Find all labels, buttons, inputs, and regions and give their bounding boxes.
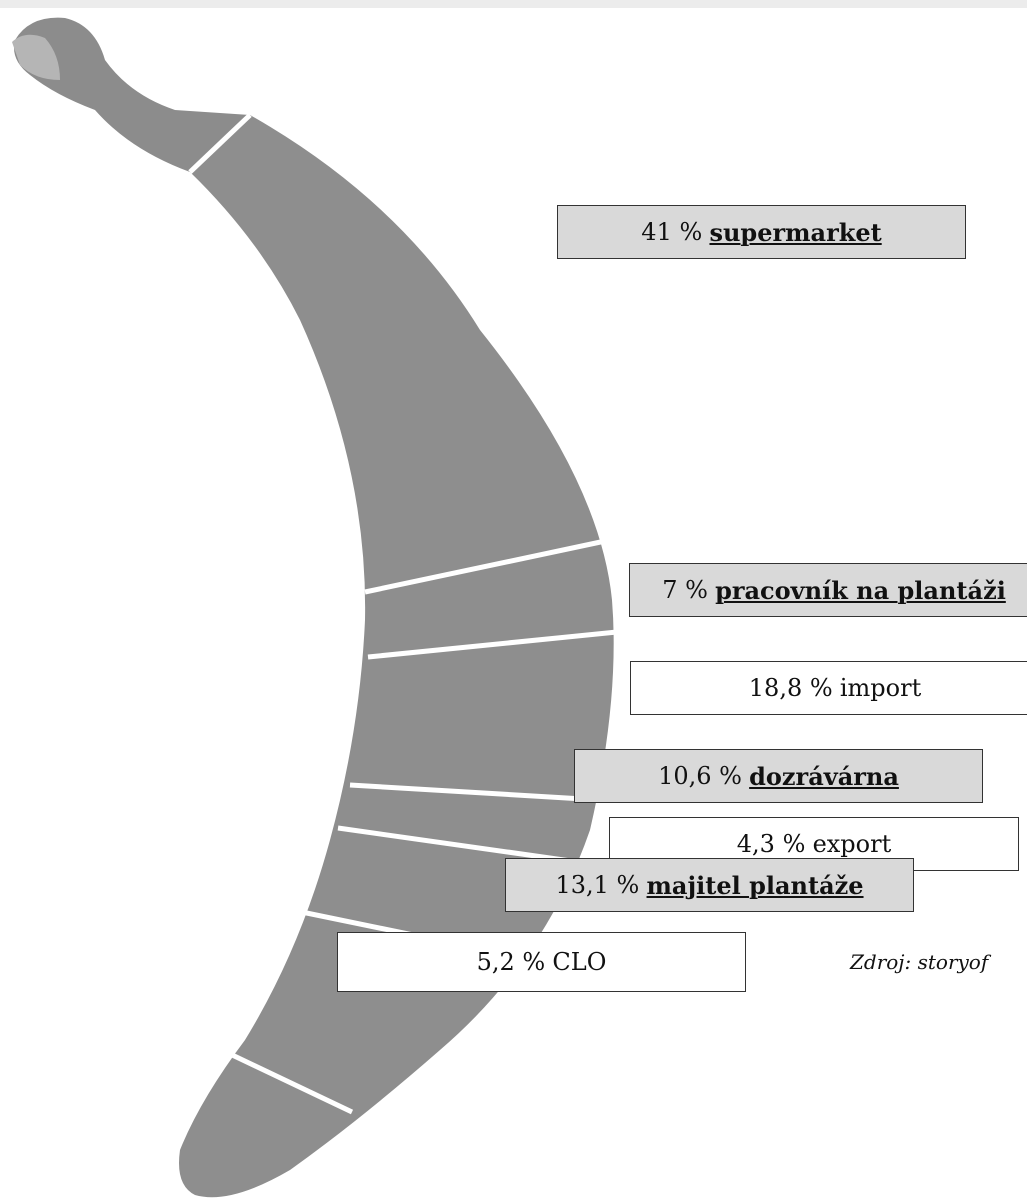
segment-label: 5,2 % CLO <box>337 932 746 992</box>
divider <box>367 629 618 660</box>
segment-label: 10,6 % dozrávárna <box>574 749 983 803</box>
segment-dividers <box>188 113 618 1115</box>
source-note: Zdroj: storyof <box>850 950 989 974</box>
top-bar <box>0 0 1027 8</box>
segment-label: 41 % supermarket <box>557 205 966 259</box>
segment-label: 7 % pracovník na plantáži <box>629 563 1027 617</box>
divider <box>349 782 601 803</box>
segment-link[interactable]: dozrávárna <box>749 761 899 791</box>
segment-share: 41 % <box>641 218 703 246</box>
segment-share: 5,2 % <box>476 948 546 976</box>
segment-label: 13,1 % majitel plantáže <box>505 858 914 912</box>
segment-share: 10,6 % <box>658 762 742 790</box>
segment-name: export <box>812 830 892 858</box>
segment-name: CLO <box>552 948 607 976</box>
segment-share: 7 % <box>662 576 708 604</box>
segment-link[interactable]: supermarket <box>709 217 882 247</box>
divider <box>337 825 579 865</box>
segment-share: 13,1 % <box>555 871 640 899</box>
divider <box>226 1050 354 1115</box>
divider <box>188 113 252 174</box>
segment-share: 4,3 % <box>736 830 806 858</box>
banana-stem <box>14 17 250 172</box>
segment-label: 18,8 % import <box>630 661 1027 715</box>
segment-link[interactable]: pracovník na plantáži <box>715 575 1006 605</box>
banana-stem-tip <box>12 34 60 80</box>
segment-name: import <box>839 674 922 702</box>
segment-link[interactable]: majitel plantáže <box>646 870 864 900</box>
divider <box>364 537 611 595</box>
segment-share: 18,8 % <box>748 674 833 702</box>
